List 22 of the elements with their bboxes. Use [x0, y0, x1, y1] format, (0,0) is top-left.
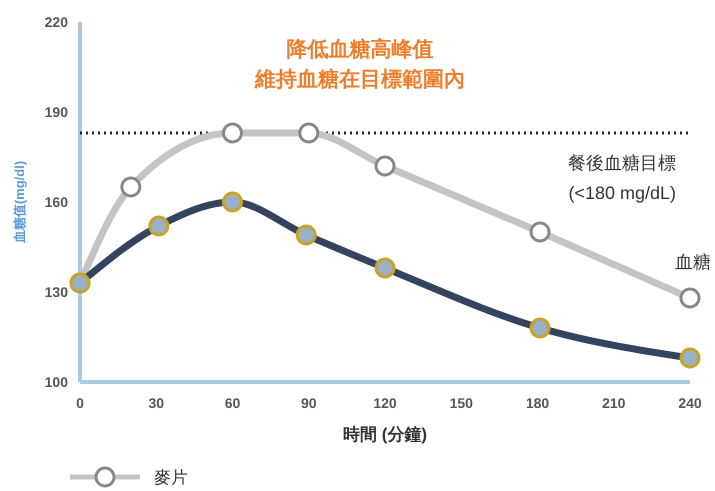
legend-label: 麥片	[154, 468, 188, 487]
y-tick-label: 100	[44, 374, 68, 390]
y-tick-label: 130	[44, 284, 68, 300]
y-tick-label: 190	[44, 104, 68, 120]
x-tick-label: 0	[76, 395, 84, 411]
x-tick-label: 150	[450, 395, 474, 411]
text: 降低血糖高峰值	[286, 37, 434, 61]
x-axis-title: 時間 (分鐘)	[342, 425, 428, 444]
text: 維持血糖在目標範圍內	[254, 67, 465, 91]
x-tick-label: 30	[148, 395, 164, 411]
x-tick-label: 210	[602, 395, 626, 411]
x-tick-label: 90	[300, 395, 317, 411]
y-tick-label: 160	[44, 194, 68, 210]
y-axis-title: 血糖值(mg/dl)	[12, 160, 27, 244]
x-tick-label: 120	[373, 395, 397, 411]
y-tick-label: 220	[44, 14, 68, 30]
annotation: (<180 mg/dL)	[568, 183, 676, 203]
x-tick-label: 240	[678, 395, 702, 411]
annotation: 血糖	[675, 252, 711, 272]
ref-line-label: 餐後血糖目標	[568, 153, 676, 173]
x-tick-label: 60	[224, 395, 240, 411]
x-tick-label: 180	[526, 395, 550, 411]
